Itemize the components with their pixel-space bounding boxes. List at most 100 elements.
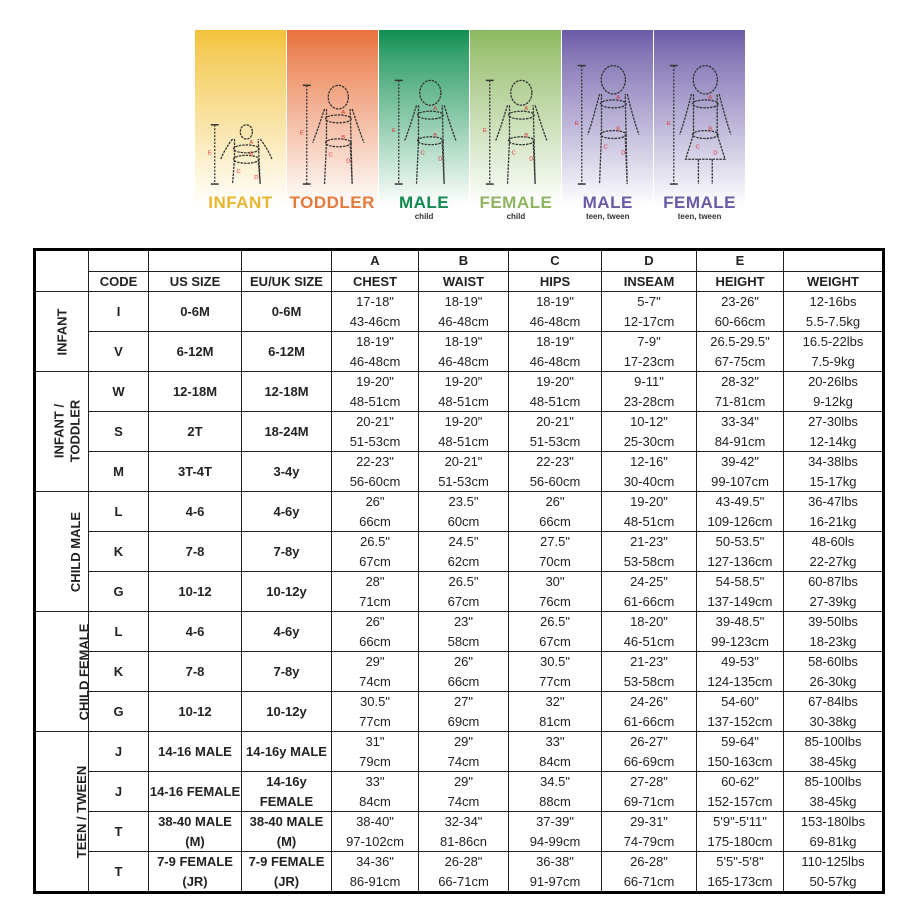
imperial-value: 58-60lbs <box>808 654 858 669</box>
imperial-value: 37-39" <box>536 814 574 829</box>
imperial-value: 10-12" <box>630 414 668 429</box>
imperial-value: 30.5" <box>540 654 570 669</box>
eu-uk-size-cell: 6-12M <box>241 331 332 372</box>
metric-value: 48-51cm <box>623 513 675 529</box>
metric-value: 46-48cm <box>529 313 581 329</box>
size-value: 4-6y <box>273 503 300 519</box>
imperial-value: 24.5" <box>448 534 479 549</box>
imperial-value: 30.5" <box>360 694 390 709</box>
table-row: CHILD FEMALE L 4-6 4-6y 26" 66cm 23" 58cm 26.5" 6… <box>34 611 884 732</box>
svg-text:E: E <box>483 128 487 134</box>
group-label-cell: INFANT <box>34 291 89 372</box>
weight-cell: 60-87lbs 27-39kg <box>783 571 884 612</box>
svg-text:E: E <box>575 121 579 127</box>
waist-cell: 23.5" 60cm <box>418 491 509 532</box>
imperial-value: 26.5-29.5" <box>710 334 770 349</box>
size-value: 6-12M <box>268 343 305 359</box>
measurement-letter: B <box>418 249 509 272</box>
metric-value: 5.5-7.5kg <box>805 313 861 329</box>
imperial-value: 27.5" <box>540 534 570 549</box>
waist-cell: 29" 74cm <box>418 731 509 772</box>
size-value: 14-16 FEMALE <box>149 783 241 799</box>
metric-value: 66-71cm <box>623 873 675 889</box>
metric-value: 51-53cm <box>529 433 581 449</box>
imperial-value: 22-23" <box>356 454 394 469</box>
svg-text:A: A <box>341 110 345 116</box>
imperial-value: 26.5" <box>360 534 390 549</box>
imperial-value: 19-20" <box>536 374 574 389</box>
metric-value: 71-81cm <box>714 393 766 409</box>
eu-uk-size-cell: 10-12y <box>241 691 332 732</box>
metric-value: 50-57kg <box>809 873 857 889</box>
imperial-value: 153-180lbs <box>800 814 866 829</box>
hips-cell: 20-21" 51-53cm <box>508 411 602 452</box>
eu-uk-size-cell: 18-24M <box>241 411 332 452</box>
metric-value: 46-48cm <box>438 313 489 329</box>
size-value: 38-40 MALE (M) <box>158 814 232 849</box>
imperial-value: 27-30lbs <box>808 414 858 429</box>
height-cell: 28-32" 71-81cm <box>696 371 784 412</box>
us-size-cell: 12-18M <box>148 371 242 412</box>
svg-text:A: A <box>617 95 621 101</box>
metric-value: 88cm <box>539 793 571 809</box>
table-row: J 14-16 FEMALE 14-16y FEMALE 33" 84cm 29" 74cm… <box>35 771 884 812</box>
waist-cell: 19-20" 48-51cm <box>418 371 509 412</box>
metric-value: 127-136cm <box>707 553 773 569</box>
table-row: G 10-12 10-12y 28" 71cm 26.5" 67cm 30" 76cm 24-25… <box>35 571 884 612</box>
size-value: 6-12M <box>176 343 214 359</box>
eu-uk-size-cell: 7-8y <box>241 651 332 692</box>
metric-value: 48-51cm <box>349 393 401 409</box>
weight-cell: 12-16bs 5.5-7.5kg <box>783 291 884 332</box>
code-cell: G <box>88 691 149 732</box>
metric-value: 84cm <box>539 753 571 769</box>
metric-value: 46-51cm <box>623 633 675 649</box>
hips-cell: 19-20" 48-51cm <box>508 371 602 412</box>
height-cell: 54-58.5" 137-149cm <box>696 571 784 612</box>
metric-value: 16-21kg <box>809 513 857 529</box>
hips-cell: 18-19" 46-48cm <box>508 331 602 372</box>
metric-value: 71cm <box>359 593 391 609</box>
metric-value: 76cm <box>539 593 571 609</box>
code-cell: M <box>88 451 149 492</box>
imperial-value: 23-26" <box>721 294 759 309</box>
weight-cell: 39-50lbs 18-23kg <box>783 611 884 652</box>
metric-value: 61-66cm <box>623 713 675 729</box>
chest-cell: 30.5" 77cm <box>331 691 419 732</box>
metric-value: 69-71cm <box>623 793 675 809</box>
metric-value: 84cm <box>359 793 391 809</box>
banner-label: INFANT <box>208 193 273 212</box>
waist-cell: 27" 69cm <box>418 691 509 732</box>
imperial-value: 60-62" <box>721 774 759 789</box>
banner-sublabel: teen, tween <box>677 212 722 221</box>
imperial-value: 39-48.5" <box>715 614 765 629</box>
height-cell: 54-60" 137-152cm <box>696 691 784 732</box>
chest-cell: 34-36" 86-91cm <box>331 851 419 893</box>
metric-value: 109-126cm <box>707 513 773 529</box>
weight-cell: 67-84lbs 30-38kg <box>783 691 884 732</box>
imperial-value: 29-31" <box>630 814 668 829</box>
height-cell: 23-26" 60-66cm <box>696 291 784 332</box>
metric-value: 51-53cm <box>438 473 489 489</box>
banner-sublabel: child <box>414 212 434 221</box>
metric-value: 66cm <box>447 673 480 689</box>
metric-value: 48-51cm <box>438 393 489 409</box>
column-header: CHEST <box>331 270 419 292</box>
imperial-value: 110-125lbs <box>801 854 865 869</box>
eu-uk-size-cell: 14-16y FEMALE <box>241 771 332 812</box>
imperial-value: 33" <box>365 774 385 789</box>
us-size-cell: 4-6 <box>148 491 242 532</box>
weight-cell: 27-30lbs 12-14kg <box>783 411 884 452</box>
banner-panel: E A B C D MALE teen, tween <box>562 30 654 222</box>
chest-cell: 26.5" 67cm <box>331 531 419 572</box>
weight-cell: 36-47lbs 16-21kg <box>783 491 884 532</box>
metric-value: 150-163cm <box>707 753 773 769</box>
metric-value: 53-58cm <box>623 673 675 689</box>
svg-text:B: B <box>341 135 345 141</box>
imperial-value: 49-53" <box>721 654 759 669</box>
height-cell: 60-62" 152-157cm <box>696 771 784 812</box>
svg-text:E: E <box>300 131 304 137</box>
metric-value: 69-81kg <box>809 833 857 849</box>
inseam-cell: 7-9" 17-23cm <box>601 331 697 372</box>
banner-label: FEMALE <box>663 193 736 212</box>
us-size-cell: 4-6 <box>148 611 242 652</box>
